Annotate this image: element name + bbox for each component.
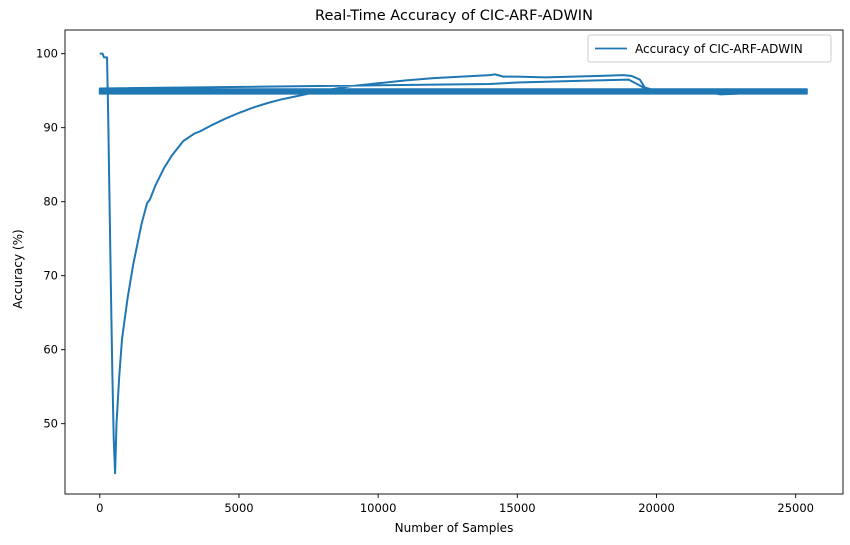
plot-area [64, 29, 844, 495]
y-tick-label: 70 [43, 269, 58, 283]
x-axis-label: Number of Samples [395, 521, 514, 535]
legend-label: Accuracy of CIC-ARF-ADWIN [635, 42, 803, 56]
x-tick-label: 20000 [638, 501, 675, 515]
legend-box [587, 34, 832, 63]
plot-frame [64, 29, 844, 495]
x-axis-ticks: 0 5000 10000 15000 20000 25000 [96, 494, 814, 515]
chart-title: Real-Time Accuracy of CIC-ARF-ADWIN [315, 8, 593, 24]
x-tick-label: 10000 [360, 501, 397, 515]
y-tick-label: 80 [43, 195, 58, 209]
y-axis-label: Accuracy (%) [11, 229, 25, 308]
legend: Accuracy of CIC-ARF-ADWIN [587, 34, 832, 63]
x-tick-label: 15000 [499, 501, 536, 515]
y-tick-label: 50 [43, 417, 58, 431]
y-tick-label: 60 [43, 343, 58, 357]
y-tick-label: 100 [36, 47, 58, 61]
x-tick-label: 25000 [777, 501, 814, 515]
y-axis-ticks: 50 60 70 80 90 100 [36, 47, 65, 431]
y-tick-label: 90 [43, 121, 58, 135]
series-line [98, 52, 808, 475]
x-tick-label: 0 [96, 501, 103, 515]
x-tick-label: 5000 [224, 501, 253, 515]
